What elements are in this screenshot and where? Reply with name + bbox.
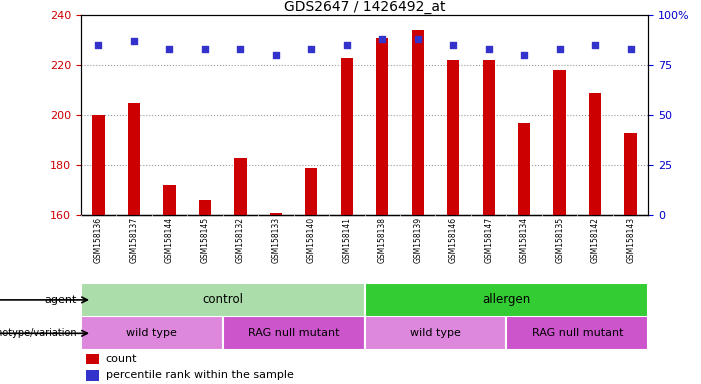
Text: GSM158134: GSM158134 [519, 217, 529, 263]
Bar [447, 60, 459, 215]
Text: allergen: allergen [482, 293, 531, 306]
Bar [554, 70, 566, 215]
Bar [411, 30, 424, 215]
Bar [365, 283, 648, 317]
Text: GSM158145: GSM158145 [200, 217, 210, 263]
Bar [163, 185, 175, 215]
Text: GSM158140: GSM158140 [307, 217, 315, 263]
Bar [234, 157, 247, 215]
Title: GDS2647 / 1426492_at: GDS2647 / 1426492_at [284, 0, 445, 14]
Text: GSM158138: GSM158138 [378, 217, 387, 263]
Bar [128, 103, 140, 215]
Bar [625, 132, 637, 215]
Bar [86, 354, 99, 364]
Point [270, 52, 281, 58]
Text: wild type: wild type [410, 328, 461, 338]
Point [164, 46, 175, 52]
Text: control: control [202, 293, 243, 306]
Text: percentile rank within the sample: percentile rank within the sample [106, 370, 294, 380]
Bar [81, 283, 365, 317]
Point [306, 46, 317, 52]
Point [590, 42, 601, 48]
Bar [365, 316, 507, 350]
Text: wild type: wild type [126, 328, 177, 338]
Text: GSM158146: GSM158146 [449, 217, 458, 263]
Bar [341, 58, 353, 215]
Text: GSM158135: GSM158135 [555, 217, 564, 263]
Text: GSM158137: GSM158137 [130, 217, 138, 263]
Point [341, 42, 353, 48]
Text: RAG null mutant: RAG null mutant [247, 328, 339, 338]
Text: GSM158136: GSM158136 [94, 217, 103, 263]
Text: GSM158142: GSM158142 [591, 217, 599, 263]
Point [128, 38, 139, 45]
Point [235, 46, 246, 52]
Bar [86, 370, 99, 381]
Text: GSM158139: GSM158139 [414, 217, 422, 263]
Text: GSM158143: GSM158143 [626, 217, 635, 263]
Bar [518, 122, 531, 215]
Point [625, 46, 637, 52]
Text: agent: agent [45, 295, 77, 305]
Bar [223, 316, 365, 350]
Point [93, 42, 104, 48]
Bar [507, 316, 648, 350]
Text: genotype/variation: genotype/variation [0, 328, 77, 338]
Bar [589, 93, 601, 215]
Point [483, 46, 494, 52]
Text: count: count [106, 354, 137, 364]
Point [199, 46, 210, 52]
Bar [305, 167, 318, 215]
Point [448, 42, 459, 48]
Bar [376, 38, 388, 215]
Bar [198, 200, 211, 215]
Point [519, 52, 530, 58]
Text: GSM158132: GSM158132 [236, 217, 245, 263]
Bar [81, 316, 223, 350]
Bar [482, 60, 495, 215]
Text: GSM158147: GSM158147 [484, 217, 494, 263]
Text: GSM158144: GSM158144 [165, 217, 174, 263]
Text: RAG null mutant: RAG null mutant [531, 328, 623, 338]
Text: GSM158141: GSM158141 [342, 217, 351, 263]
Bar [270, 212, 282, 215]
Point [412, 36, 423, 42]
Point [554, 46, 565, 52]
Point [376, 36, 388, 42]
Text: GSM158133: GSM158133 [271, 217, 280, 263]
Bar [92, 115, 104, 215]
